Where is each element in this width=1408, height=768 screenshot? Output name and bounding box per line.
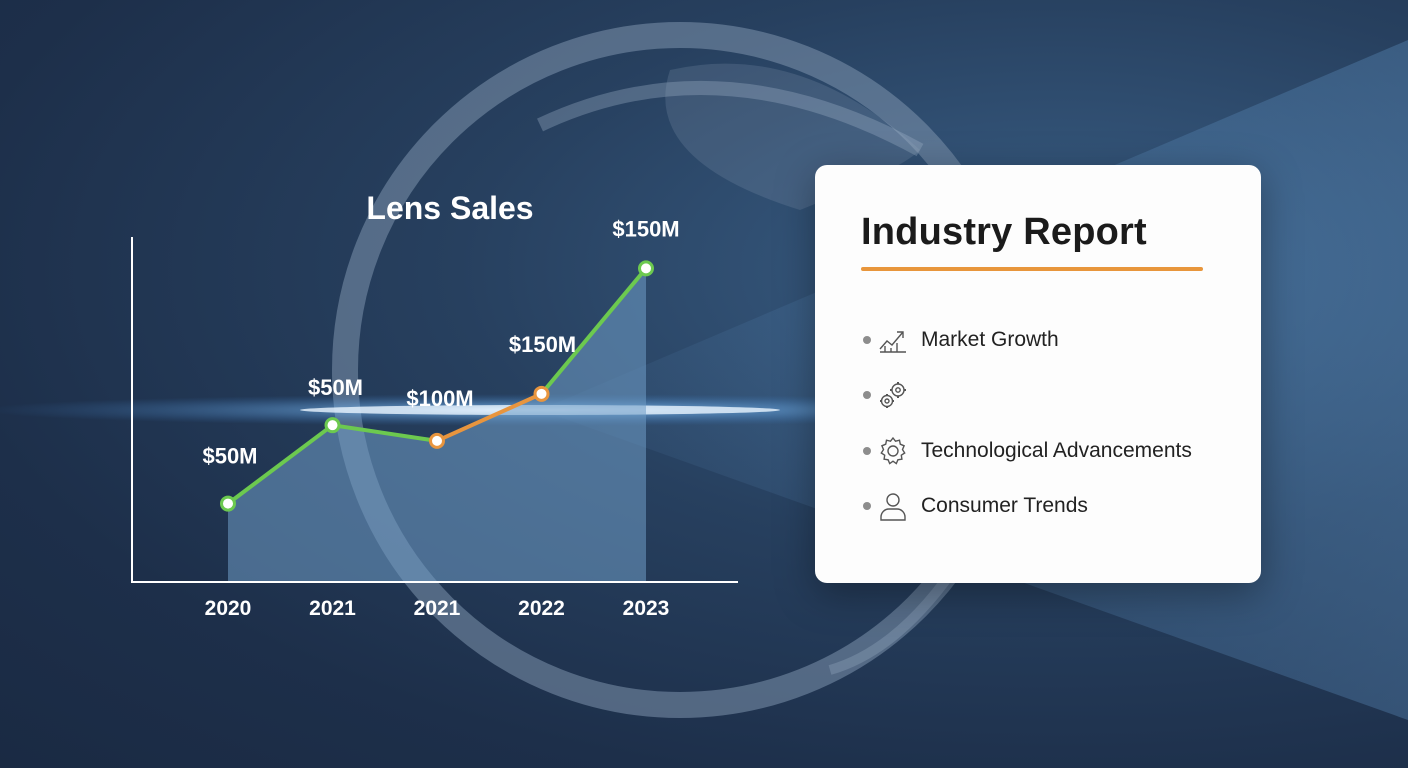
card-title: Industry Report [861,211,1147,253]
data-label: $100M [406,386,473,411]
gears-icon [877,379,909,411]
list-item-market-growth: Market Growth [861,320,1241,360]
line-segment [330,423,439,443]
x-tick-label: 2021 [309,597,356,620]
person-icon [877,490,909,522]
chart-points [220,260,654,512]
bullet-dot [863,336,871,344]
area-fill [228,268,646,582]
bullet-dot [863,502,871,510]
line-segment [539,266,648,396]
data-point [220,495,236,512]
list-item-consumer-trends: Consumer Trends [861,486,1241,526]
list-item-label: Technological Advancements [921,439,1192,462]
chart-growth-icon [877,324,909,356]
chart-data-labels: $50M $50M $100M $150M $150M [202,216,679,468]
card-title-underline [861,267,1203,271]
data-point [533,385,550,402]
bullet-dot [863,391,871,399]
line-segment [226,423,335,506]
bullet-dot [863,447,871,455]
x-tick-label: 2022 [518,597,565,620]
list-item-label: Consumer Trends [921,494,1088,517]
data-point [324,417,341,434]
x-tick-label: 2020 [205,597,252,620]
list-item-technological-advancements: Technological Advancements [861,431,1241,471]
chart-area [228,268,646,582]
x-tick-label: 2023 [623,597,670,620]
gear-icon [877,435,909,467]
data-point [638,260,654,277]
chart-title: Lens Sales [366,190,533,226]
data-label: $150M [509,332,576,357]
data-label: $50M [202,444,257,469]
line-segment [435,391,544,443]
data-label: $50M [308,375,363,400]
list-item-label: Market Growth [921,328,1059,351]
industry-report-card: Industry Report Market Growth [815,165,1261,583]
list-item-gears [861,375,1241,415]
x-tick-label: 2021 [414,597,461,620]
chart-x-ticks: 2020 2021 2021 2022 2023 [205,597,670,620]
chart-lines [226,266,648,506]
data-point [429,432,445,449]
data-label: $150M [612,216,679,241]
